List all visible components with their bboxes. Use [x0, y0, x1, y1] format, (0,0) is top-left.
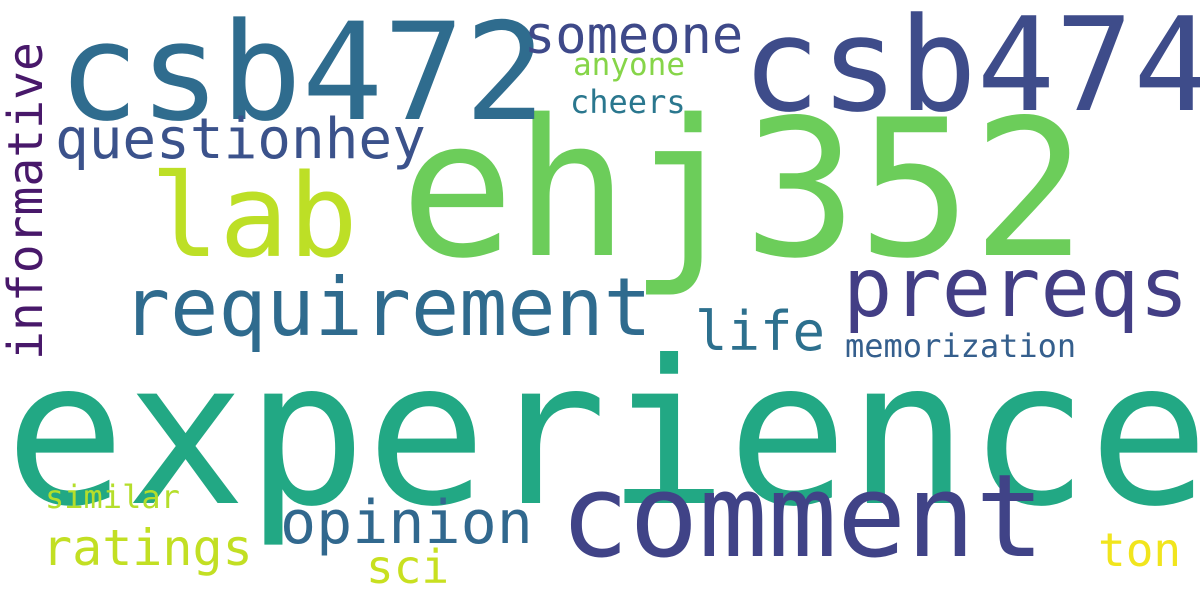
word-questionhey: questionhey — [55, 107, 426, 172]
word-ehj352: ehj352 — [400, 79, 1087, 300]
word-cheers: cheers — [570, 83, 686, 121]
word-memorization: memorization — [845, 327, 1077, 365]
word-informative: informative — [0, 42, 54, 360]
word-lab: lab — [150, 150, 358, 284]
word-similar: similar — [45, 478, 180, 516]
word-anyone: anyone — [573, 47, 685, 83]
word-csb472: csb472 — [58, 0, 546, 151]
word-requirement: requirement — [122, 261, 652, 354]
word-comment: comment — [560, 450, 1045, 584]
word-experience: experience — [5, 318, 1200, 551]
word-sci: sci — [366, 540, 450, 594]
word-prereqs: prereqs — [843, 241, 1189, 336]
word-ton: ton — [1098, 523, 1182, 577]
word-opinion: opinion — [280, 488, 533, 558]
word-life: life — [695, 300, 826, 363]
word-ratings: ratings — [42, 519, 253, 577]
word-someone: someone — [524, 6, 744, 66]
word-csb474: csb474 — [742, 0, 1200, 141]
